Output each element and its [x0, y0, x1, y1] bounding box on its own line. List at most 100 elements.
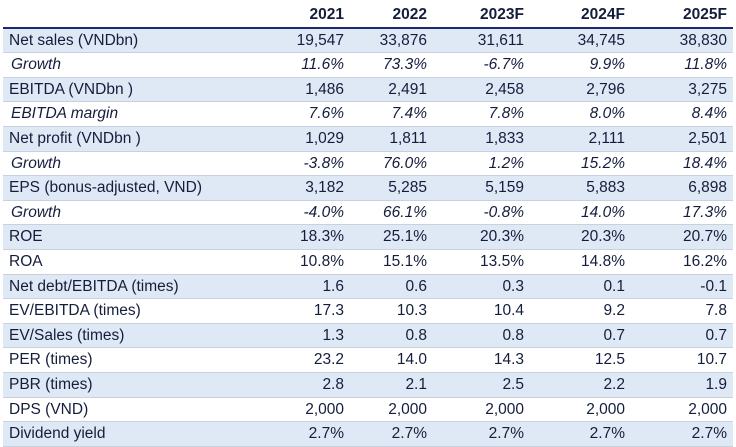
table-row: Net debt/EBITDA (times) 1.6 0.6 0.3 0.1 -0.1 [3, 274, 733, 300]
value-cell-2021: 2.7% [264, 421, 350, 447]
row-label: PBR (times) [3, 372, 264, 398]
header-cell-2024f: 2024F [530, 3, 631, 29]
value-cell-2021: 19,547 [264, 27, 350, 54]
value-cell-2025f: 38,830 [631, 27, 733, 54]
value-cell-2025f: 1.9 [631, 372, 733, 398]
value-cell-2025f: 3,275 [631, 77, 733, 103]
value-cell-2023f: -6.7% [433, 52, 530, 78]
value-cell-2023f: 10.4 [433, 298, 530, 324]
value-cell-2025f: 10.7 [631, 347, 733, 373]
row-label: PER (times) [3, 347, 264, 373]
value-cell-2025f: 2.7% [631, 421, 733, 447]
financial-forecast-table: 2021 2022 2023F 2024F 2025F Net sales (V… [3, 3, 733, 447]
row-label: Net profit (VNDbn ) [3, 126, 264, 152]
value-cell-2025f: -0.1 [631, 274, 733, 300]
value-cell-2021: -3.8% [264, 151, 350, 177]
value-cell-2022: 10.3 [350, 298, 433, 324]
value-cell-2024f: 0.1 [530, 274, 631, 300]
value-cell-2023f: 0.8 [433, 323, 530, 349]
value-cell-2021: 23.2 [264, 347, 350, 373]
table-row: Growth 11.6% 73.3% -6.7% 9.9% 11.8% [3, 52, 733, 78]
value-cell-2023f: 5,159 [433, 175, 530, 201]
value-cell-2022: 2,000 [350, 397, 433, 423]
value-cell-2021: 1,486 [264, 77, 350, 103]
value-cell-2024f: 0.7 [530, 323, 631, 349]
row-label: EPS (bonus-adjusted, VND) [3, 175, 264, 201]
header-row: 2021 2022 2023F 2024F 2025F [3, 3, 733, 29]
value-cell-2023f: 2,000 [433, 397, 530, 423]
row-label: EV/EBITDA (times) [3, 298, 264, 324]
value-cell-2023f: 7.8% [433, 101, 530, 127]
value-cell-2025f: 7.8 [631, 298, 733, 324]
value-cell-2023f: 1,833 [433, 126, 530, 152]
value-cell-2024f: 14.0% [530, 200, 631, 226]
value-cell-2023f: 2.7% [433, 421, 530, 447]
value-cell-2024f: 12.5 [530, 347, 631, 373]
row-label: DPS (VND) [3, 397, 264, 423]
value-cell-2022: 15.1% [350, 249, 433, 275]
value-cell-2025f: 8.4% [631, 101, 733, 127]
row-label: Dividend yield [3, 421, 264, 447]
table-row: PBR (times) 2.8 2.1 2.5 2.2 1.9 [3, 372, 733, 398]
table-row: EBITDA margin 7.6% 7.4% 7.8% 8.0% 8.4% [3, 101, 733, 127]
financial-summary-panel: 2021 2022 2023F 2024F 2025F Net sales (V… [3, 3, 733, 447]
value-cell-2023f: 0.3 [433, 274, 530, 300]
table-row: ROE 18.3% 25.1% 20.3% 20.3% 20.7% [3, 224, 733, 250]
value-cell-2024f: 2,000 [530, 397, 631, 423]
value-cell-2025f: 2,501 [631, 126, 733, 152]
row-label: ROA [3, 249, 264, 275]
value-cell-2024f: 2.7% [530, 421, 631, 447]
value-cell-2023f: 13.5% [433, 249, 530, 275]
table-row: ROA 10.8% 15.1% 13.5% 14.8% 16.2% [3, 249, 733, 275]
value-cell-2023f: 20.3% [433, 224, 530, 250]
value-cell-2021: 3,182 [264, 175, 350, 201]
table-row: Growth -3.8% 76.0% 1.2% 15.2% 18.4% [3, 151, 733, 177]
value-cell-2021: 10.8% [264, 249, 350, 275]
value-cell-2023f: 1.2% [433, 151, 530, 177]
value-cell-2025f: 2,000 [631, 397, 733, 423]
value-cell-2024f: 14.8% [530, 249, 631, 275]
value-cell-2021: 1.6 [264, 274, 350, 300]
value-cell-2021: 2.8 [264, 372, 350, 398]
row-label: EBITDA (VNDbn ) [3, 77, 264, 103]
value-cell-2024f: 20.3% [530, 224, 631, 250]
header-cell-2022: 2022 [350, 3, 433, 29]
value-cell-2022: 0.8 [350, 323, 433, 349]
table-row: Dividend yield 2.7% 2.7% 2.7% 2.7% 2.7% [3, 421, 733, 447]
value-cell-2023f: 2.5 [433, 372, 530, 398]
value-cell-2024f: 2,111 [530, 126, 631, 152]
value-cell-2024f: 9.2 [530, 298, 631, 324]
table-row: EPS (bonus-adjusted, VND) 3,182 5,285 5,159… [3, 175, 733, 201]
table-row: PER (times) 23.2 14.0 14.3 12.5 10.7 [3, 347, 733, 373]
value-cell-2021: 1.3 [264, 323, 350, 349]
value-cell-2025f: 18.4% [631, 151, 733, 177]
table-row: DPS (VND) 2,000 2,000 2,000 2,000 2,000 [3, 397, 733, 423]
value-cell-2025f: 11.8% [631, 52, 733, 78]
value-cell-2024f: 8.0% [530, 101, 631, 127]
value-cell-2022: 5,285 [350, 175, 433, 201]
value-cell-2024f: 9.9% [530, 52, 631, 78]
value-cell-2024f: 15.2% [530, 151, 631, 177]
value-cell-2025f: 6,898 [631, 175, 733, 201]
table-row: Net profit (VNDbn ) 1,029 1,811 1,833 2,111 2… [3, 126, 733, 152]
value-cell-2025f: 0.7 [631, 323, 733, 349]
value-cell-2022: 76.0% [350, 151, 433, 177]
value-cell-2023f: 2,458 [433, 77, 530, 103]
row-label: EBITDA margin [3, 101, 264, 127]
value-cell-2021: 17.3 [264, 298, 350, 324]
value-cell-2022: 14.0 [350, 347, 433, 373]
value-cell-2022: 0.6 [350, 274, 433, 300]
value-cell-2025f: 20.7% [631, 224, 733, 250]
value-cell-2024f: 5,883 [530, 175, 631, 201]
row-label: Net debt/EBITDA (times) [3, 274, 264, 300]
header-cell-2023f: 2023F [433, 3, 530, 29]
value-cell-2024f: 2,796 [530, 77, 631, 103]
table-row: Net sales (VNDbn) 19,547 33,876 31,611 34,74… [3, 27, 733, 54]
table-row: EV/EBITDA (times) 17.3 10.3 10.4 9.2 7.8 [3, 298, 733, 324]
row-label: EV/Sales (times) [3, 323, 264, 349]
value-cell-2022: 2.1 [350, 372, 433, 398]
value-cell-2021: 7.6% [264, 101, 350, 127]
header-cell-2021: 2021 [264, 3, 350, 29]
value-cell-2022: 73.3% [350, 52, 433, 78]
value-cell-2024f: 34,745 [530, 27, 631, 54]
